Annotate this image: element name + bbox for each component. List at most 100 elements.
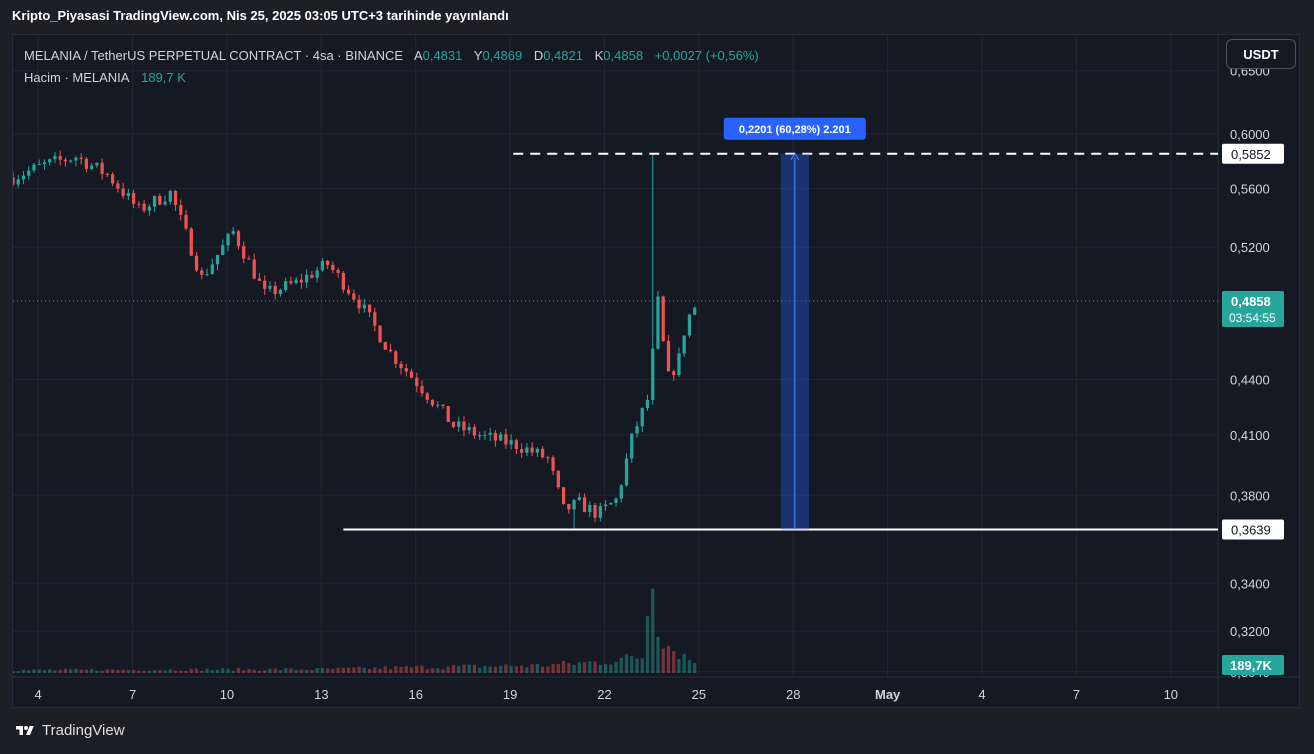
volume-bar: [624, 654, 629, 673]
volume-bar: [478, 667, 482, 673]
candle: [79, 157, 83, 159]
symbol-row: MELANIA / TetherUS PERPETUAL CONTRACT · …: [24, 45, 759, 67]
y-tick-label: 0,4400: [1230, 372, 1270, 387]
volume-bar: [656, 636, 660, 673]
volume-label[interactable]: Hacim · MELANIA: [24, 70, 130, 85]
candle: [13, 177, 15, 185]
volume-bar: [682, 653, 686, 673]
x-tick-label: 7: [1073, 687, 1080, 702]
candle: [315, 270, 319, 278]
volume-bar: [645, 615, 650, 673]
low-label: D: [533, 48, 544, 63]
volume-bar: [582, 662, 587, 673]
candle: [493, 432, 498, 441]
volume-bar: [488, 666, 492, 673]
volume-bar: [142, 670, 146, 673]
x-tick-label: 28: [786, 687, 800, 702]
x-tick-label: 19: [503, 687, 517, 702]
volume-bar: [394, 666, 398, 673]
volume-bar: [483, 665, 487, 673]
candle: [242, 246, 246, 259]
y-tick-label: 0,3200: [1230, 624, 1270, 639]
volume-bar: [593, 661, 597, 673]
candle: [27, 170, 31, 176]
volume-bar: [572, 664, 576, 673]
candle: [252, 259, 256, 279]
volume-bar: [409, 667, 414, 673]
candle: [168, 190, 172, 202]
volume-bar: [257, 670, 262, 673]
volume-bar: [74, 668, 78, 673]
price-chart[interactable]: 0,2201 (60,28%) 2.2010,65000,60000,56000…: [13, 35, 1300, 708]
candle: [37, 164, 41, 166]
low-value: 0,4821: [543, 48, 583, 63]
current-price-label: 0,4858: [1231, 294, 1271, 309]
volume-bar: [331, 668, 335, 673]
open-value: 0,4831: [422, 48, 463, 63]
x-tick-label: May: [875, 687, 901, 702]
candle: [189, 228, 193, 256]
symbol-title[interactable]: MELANIA / TetherUS PERPETUAL CONTRACT · …: [24, 48, 404, 63]
candle: [687, 314, 692, 336]
volume-bar: [603, 664, 608, 673]
candle: [357, 299, 361, 309]
volume-bar: [16, 671, 20, 673]
volume-bar: [152, 670, 157, 673]
volume-bar: [493, 666, 498, 673]
candle: [278, 290, 283, 295]
published-caption: Kripto_Piyasasi TradingView.com, Nis 25,…: [12, 8, 509, 23]
candle: [331, 264, 335, 271]
candle: [32, 164, 36, 171]
volume-badge-label: 189,7K: [1230, 658, 1273, 673]
candle: [305, 274, 309, 283]
candle: [399, 363, 403, 369]
candle: [666, 341, 671, 372]
volume-bar: [305, 669, 309, 673]
candle: [415, 377, 419, 387]
candle: [367, 304, 372, 313]
volume-bar: [147, 670, 151, 673]
volume-bar: [200, 670, 204, 673]
candle: [16, 179, 20, 185]
candle: [567, 504, 571, 510]
volume-bar: [210, 670, 214, 673]
candle: [63, 159, 68, 162]
volume-bar: [205, 668, 209, 673]
currency-button[interactable]: USDT: [1226, 39, 1296, 69]
chart-frame[interactable]: 0,2201 (60,28%) 2.201 0,6500 0,6000 0,5600 0…: [12, 34, 1300, 708]
footer: TradingView: [14, 722, 125, 739]
candle: [593, 505, 597, 518]
candle: [651, 348, 655, 400]
candle: [289, 281, 293, 284]
high-label: Y: [473, 48, 483, 63]
volume-bar: [672, 651, 676, 673]
candle: [111, 174, 115, 184]
candle: [263, 280, 267, 289]
x-tick-label: 25: [692, 687, 706, 702]
candle: [126, 192, 130, 196]
level-price-badge[interactable]: [1222, 143, 1284, 164]
volume-bar: [325, 668, 330, 673]
footer-brand[interactable]: TradingView: [42, 722, 125, 739]
volume-bar: [399, 666, 403, 673]
volume-bar: [299, 669, 304, 673]
volume-bar: [551, 663, 555, 673]
volume-bar: [194, 668, 199, 673]
volume-bar: [367, 669, 372, 673]
candle: [430, 399, 435, 406]
volume-bar: [69, 669, 73, 673]
y-tick-label: 0,5600: [1230, 182, 1270, 197]
level-price-badge[interactable]: [1222, 519, 1284, 540]
candle: [294, 279, 298, 284]
tradingview-logo-icon[interactable]: [14, 724, 36, 738]
volume-bar: [79, 669, 83, 673]
volume-bar: [320, 668, 324, 673]
candle: [320, 260, 324, 271]
candle: [273, 285, 277, 295]
volume-bar: [37, 669, 41, 673]
candle: [84, 158, 89, 169]
candle: [221, 245, 225, 255]
candle: [147, 206, 151, 211]
level-price-label: 0,5852: [1231, 147, 1271, 162]
volume-bar: [315, 668, 319, 673]
